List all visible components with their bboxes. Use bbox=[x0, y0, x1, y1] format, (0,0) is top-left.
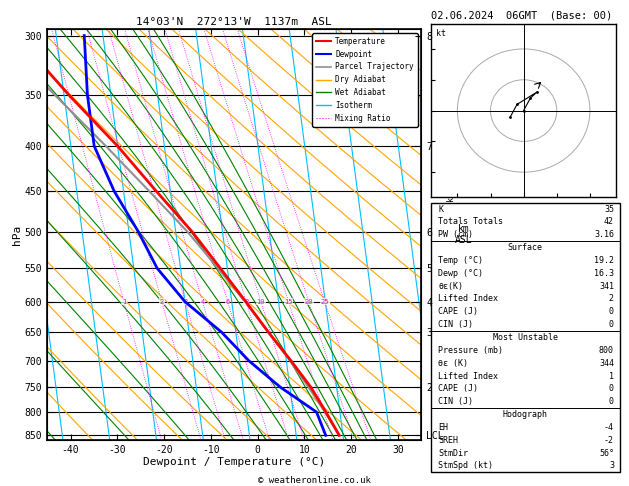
Y-axis label: hPa: hPa bbox=[12, 225, 22, 244]
Text: 1: 1 bbox=[609, 372, 614, 381]
Text: K: K bbox=[438, 205, 443, 213]
Text: 0: 0 bbox=[609, 320, 614, 329]
Text: Mixing Ratio (g/kg): Mixing Ratio (g/kg) bbox=[447, 187, 456, 282]
Text: Surface: Surface bbox=[508, 243, 543, 252]
Text: CIN (J): CIN (J) bbox=[438, 320, 474, 329]
Text: 2: 2 bbox=[609, 295, 614, 303]
Text: 25: 25 bbox=[320, 299, 329, 305]
Text: 35: 35 bbox=[604, 205, 614, 213]
Text: 3: 3 bbox=[183, 299, 187, 305]
Text: StmDir: StmDir bbox=[438, 449, 469, 458]
Text: Lifted Index: Lifted Index bbox=[438, 372, 498, 381]
Text: 6: 6 bbox=[226, 299, 230, 305]
Text: 0: 0 bbox=[609, 397, 614, 406]
X-axis label: Dewpoint / Temperature (°C): Dewpoint / Temperature (°C) bbox=[143, 457, 325, 468]
Text: 341: 341 bbox=[599, 282, 614, 291]
Text: PW (cm): PW (cm) bbox=[438, 230, 474, 239]
Text: 344: 344 bbox=[599, 359, 614, 368]
Text: Totals Totals: Totals Totals bbox=[438, 217, 503, 226]
Legend: Temperature, Dewpoint, Parcel Trajectory, Dry Adiabat, Wet Adiabat, Isotherm, Mi: Temperature, Dewpoint, Parcel Trajectory… bbox=[312, 33, 418, 126]
Text: 800: 800 bbox=[599, 346, 614, 355]
Text: SREH: SREH bbox=[438, 436, 459, 445]
Text: Lifted Index: Lifted Index bbox=[438, 295, 498, 303]
FancyBboxPatch shape bbox=[431, 203, 620, 472]
Text: Most Unstable: Most Unstable bbox=[493, 333, 558, 342]
Text: 1: 1 bbox=[122, 299, 126, 305]
Text: 3: 3 bbox=[609, 462, 614, 470]
Text: Pressure (mb): Pressure (mb) bbox=[438, 346, 503, 355]
Text: 42: 42 bbox=[604, 217, 614, 226]
Text: CAPE (J): CAPE (J) bbox=[438, 307, 479, 316]
Text: 19.2: 19.2 bbox=[594, 256, 614, 265]
Text: 8: 8 bbox=[244, 299, 248, 305]
Text: 0: 0 bbox=[609, 307, 614, 316]
Text: -4: -4 bbox=[604, 423, 614, 432]
Y-axis label: km
ASL: km ASL bbox=[455, 224, 472, 245]
Title: 14°03'N  272°13'W  1137m  ASL: 14°03'N 272°13'W 1137m ASL bbox=[136, 17, 332, 27]
Text: 15: 15 bbox=[284, 299, 292, 305]
Text: -2: -2 bbox=[604, 436, 614, 445]
Text: 2: 2 bbox=[160, 299, 164, 305]
Text: kt: kt bbox=[437, 30, 447, 38]
Text: 20: 20 bbox=[304, 299, 313, 305]
Text: Temp (°C): Temp (°C) bbox=[438, 256, 484, 265]
Text: EH: EH bbox=[438, 423, 448, 432]
Text: 56°: 56° bbox=[599, 449, 614, 458]
Text: 0: 0 bbox=[609, 384, 614, 393]
Text: θε (K): θε (K) bbox=[438, 359, 469, 368]
Text: Hodograph: Hodograph bbox=[503, 410, 548, 419]
Text: CIN (J): CIN (J) bbox=[438, 397, 474, 406]
Text: 16.3: 16.3 bbox=[594, 269, 614, 278]
Text: © weatheronline.co.uk: © weatheronline.co.uk bbox=[258, 476, 371, 485]
Text: 3.16: 3.16 bbox=[594, 230, 614, 239]
Text: CAPE (J): CAPE (J) bbox=[438, 384, 479, 393]
Text: StmSpd (kt): StmSpd (kt) bbox=[438, 462, 493, 470]
Text: θε(K): θε(K) bbox=[438, 282, 464, 291]
Text: Dewp (°C): Dewp (°C) bbox=[438, 269, 484, 278]
Text: 4: 4 bbox=[200, 299, 204, 305]
Text: 10: 10 bbox=[257, 299, 265, 305]
Text: 02.06.2024  06GMT  (Base: 00): 02.06.2024 06GMT (Base: 00) bbox=[431, 11, 612, 21]
